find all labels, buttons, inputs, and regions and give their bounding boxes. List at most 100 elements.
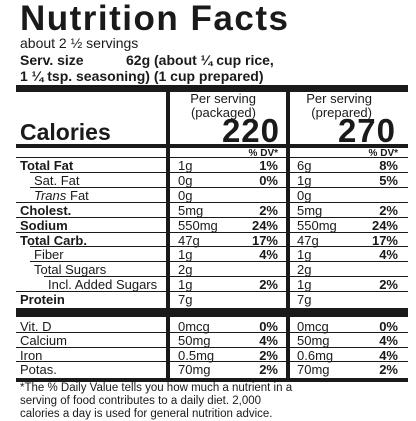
daily-value: 2% [379, 277, 398, 293]
amount: 50mg [178, 333, 211, 349]
nutrient-label: Potas. [20, 361, 57, 377]
dv-header: % DV* [248, 148, 278, 159]
daily-value: 17% [371, 232, 398, 248]
thick-rule [16, 378, 408, 382]
calories-value: 270 [337, 112, 396, 149]
amount: 70mg [297, 361, 330, 377]
row-rule [30, 246, 408, 248]
daily-value: 2% [259, 202, 278, 218]
daily-value: 5% [379, 172, 398, 188]
daily-value: 24% [251, 217, 278, 233]
column-header: (packaged) [190, 105, 256, 120]
column-rule [286, 92, 290, 379]
column-header: Per serving [306, 91, 372, 106]
amount: 1g [178, 277, 193, 293]
amount: 0.6mg [297, 347, 334, 363]
nutrient-label: Sodium [20, 217, 68, 233]
row-rule [16, 360, 408, 362]
calories-label: Calories [20, 119, 111, 145]
amount: 6g [297, 158, 312, 173]
amount: 550mg [178, 217, 218, 233]
nutrient-label: Fiber [34, 247, 64, 263]
serving-size: 62g (about ¼ cup rice, [126, 52, 274, 68]
daily-value: 0% [259, 319, 278, 334]
nutrient-label: Incl. Added Sugars [48, 277, 158, 293]
row-rule [30, 171, 408, 173]
amount: 2g [297, 262, 312, 278]
daily-value: 24% [371, 217, 398, 233]
nutrient-label: Calcium [20, 333, 67, 349]
row-rule [16, 332, 408, 334]
calories-value: 220 [221, 112, 280, 149]
dv-header: % DV* [368, 148, 398, 159]
nutrient-label-italic: Trans [34, 187, 67, 203]
daily-value: 0% [259, 172, 278, 188]
amount: 0mcg [178, 319, 210, 334]
nutrient-label: Vit. D [20, 319, 52, 334]
amount: 0g [297, 187, 312, 203]
row-rule [30, 186, 408, 188]
row-rule [16, 346, 408, 348]
serving-size: 1 ¼ tsp. seasoning) (1 cup prepared) [20, 68, 264, 84]
daily-value: 2% [379, 202, 398, 218]
amount: 1g [178, 158, 193, 173]
daily-value: 4% [259, 247, 278, 263]
amount: 50mg [297, 333, 330, 349]
amount: 0.5mg [178, 347, 215, 363]
row-rule [16, 157, 408, 158]
column-header: (prepared) [311, 105, 372, 120]
nutrient-label: Total Fat [20, 158, 74, 173]
row-rule [44, 276, 408, 278]
daily-value: 4% [259, 333, 278, 349]
daily-value: 8% [379, 158, 398, 173]
nutrient-label: Total Sugars [34, 262, 107, 278]
amount: 1g [178, 247, 193, 263]
servings: about 2 ½ servings [20, 35, 139, 51]
nutrient-label: Sat. Fat [34, 172, 80, 188]
serving-size-label: Serv. size [20, 52, 84, 68]
thick-rule [16, 144, 408, 148]
column-header: Per serving [190, 91, 256, 106]
row-rule [16, 216, 408, 218]
amount: 5mg [178, 202, 204, 218]
amount: 70mg [178, 361, 211, 377]
nutrient-label: Cholest. [20, 202, 72, 218]
daily-value: 2% [259, 347, 278, 363]
nutrient-label: Fat [70, 187, 89, 203]
title: Nutrition Facts [20, 0, 290, 38]
amount: 0g [178, 172, 193, 188]
amount: 7g [297, 292, 312, 308]
column-rule [166, 92, 170, 379]
amount: 1g [297, 172, 312, 188]
amount: 47g [178, 232, 200, 248]
amount: 0mcg [297, 319, 329, 334]
row-rule [16, 201, 408, 203]
row-rule [16, 291, 408, 293]
row-rule [30, 261, 408, 263]
daily-value: 17% [251, 232, 278, 248]
amount: 550mg [297, 217, 337, 233]
footnote: *The % Daily Value tells you how much a … [20, 382, 293, 394]
thick-rule [16, 85, 408, 92]
daily-value: 2% [379, 361, 398, 377]
daily-value: 2% [259, 277, 278, 293]
amount: 47g [297, 232, 319, 248]
daily-value: 4% [379, 247, 398, 263]
amount: 0g [178, 187, 193, 203]
daily-value: 4% [379, 347, 398, 363]
nutrient-label: Iron [20, 347, 43, 363]
amount: 5mg [297, 202, 323, 218]
thick-rule [16, 308, 408, 317]
daily-value: 0% [379, 319, 398, 334]
row-rule [16, 231, 408, 233]
nutrient-label: Protein [20, 292, 65, 308]
daily-value: 2% [259, 361, 278, 377]
nutrient-label: Total Carb. [20, 232, 87, 248]
amount: 7g [178, 292, 193, 308]
footnote: serving of food contributes to a daily d… [20, 395, 262, 407]
amount: 1g [297, 247, 312, 263]
daily-value: 4% [379, 333, 398, 349]
footnote: calories a day is used for general nutri… [20, 408, 273, 420]
amount: 2g [178, 262, 193, 278]
